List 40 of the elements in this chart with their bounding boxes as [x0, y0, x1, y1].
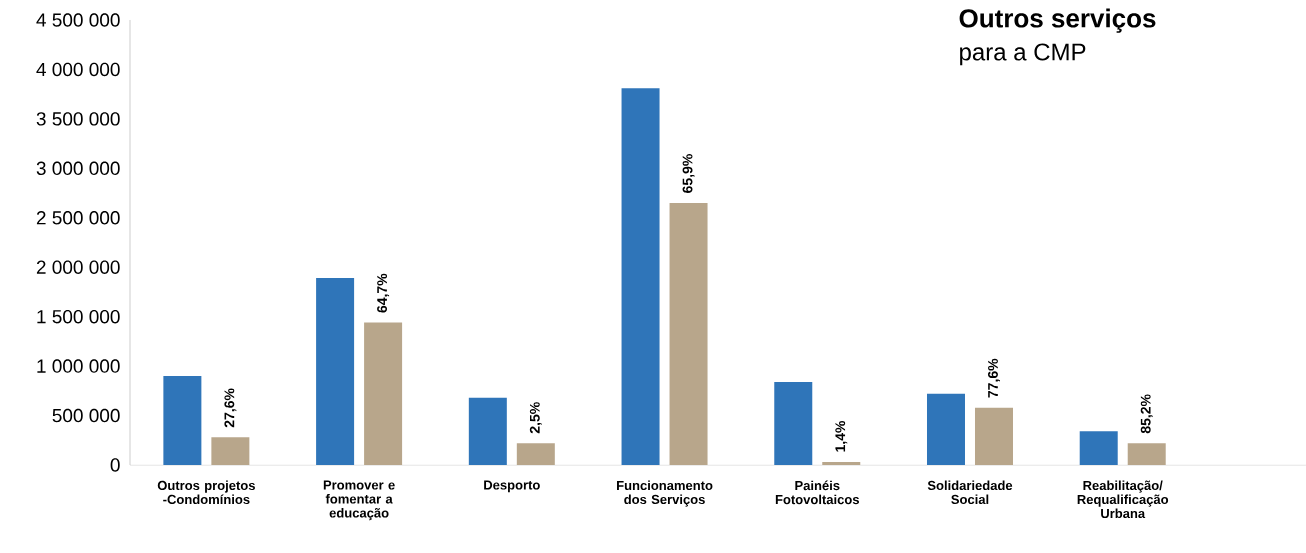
- y-tick-label: 4 000 000: [36, 62, 120, 77]
- x-tick-label: Solidariedade Social: [927, 480, 1013, 505]
- x-tick-label: Funcionamento dos Serviços: [617, 480, 713, 507]
- bar: [621, 88, 660, 465]
- bar: [1079, 431, 1118, 465]
- y-tick-label: 3 000 000: [36, 161, 120, 176]
- bar: [975, 407, 1013, 465]
- x-tick-label: Reabilitação/ Requalificação Urbana: [1077, 480, 1169, 519]
- x-tick-label: Painéis Fotovoltaicos: [775, 480, 859, 505]
- annotation: 85,2%: [1140, 394, 1153, 434]
- bar: [211, 437, 250, 465]
- bar: [364, 322, 403, 465]
- bar: [1127, 443, 1166, 465]
- y-tick-label: 1 500 000: [37, 309, 120, 324]
- x-tick-label: Outros projetos -Condomínios: [157, 480, 255, 505]
- y-tick-label: 4 500 000: [36, 13, 120, 27]
- y-tick-label: 1 000 000: [37, 359, 120, 373]
- y-tick-label: 500 000: [52, 408, 120, 423]
- bar: [468, 397, 507, 465]
- annotation: 64,7%: [377, 273, 390, 313]
- y-tick-label: 0: [110, 458, 120, 472]
- annotation: 2,5%: [529, 402, 542, 434]
- y-tick-label: 2 500 000: [36, 211, 120, 225]
- chart-title: Outros serviços: [959, 8, 1156, 33]
- annotation: 1,4%: [835, 420, 848, 452]
- bar: [774, 381, 813, 465]
- text: para a CMP: [960, 43, 1086, 66]
- y-tick-label: 3 500 000: [36, 112, 120, 126]
- x-tick-label: Desporto: [484, 480, 540, 493]
- annotation: 27,6%: [224, 388, 237, 428]
- x-tick-label: Promover e fomentar a educação: [323, 480, 395, 521]
- bar: [516, 443, 555, 465]
- annotation: 65,9%: [682, 154, 695, 193]
- bar: [926, 393, 965, 465]
- bar: [822, 462, 861, 465]
- bar: [669, 202, 708, 465]
- bar: [316, 278, 355, 465]
- bar: [163, 375, 202, 465]
- annotation: 77,6%: [988, 358, 1000, 398]
- y-tick-label: 2 000 000: [36, 260, 120, 274]
